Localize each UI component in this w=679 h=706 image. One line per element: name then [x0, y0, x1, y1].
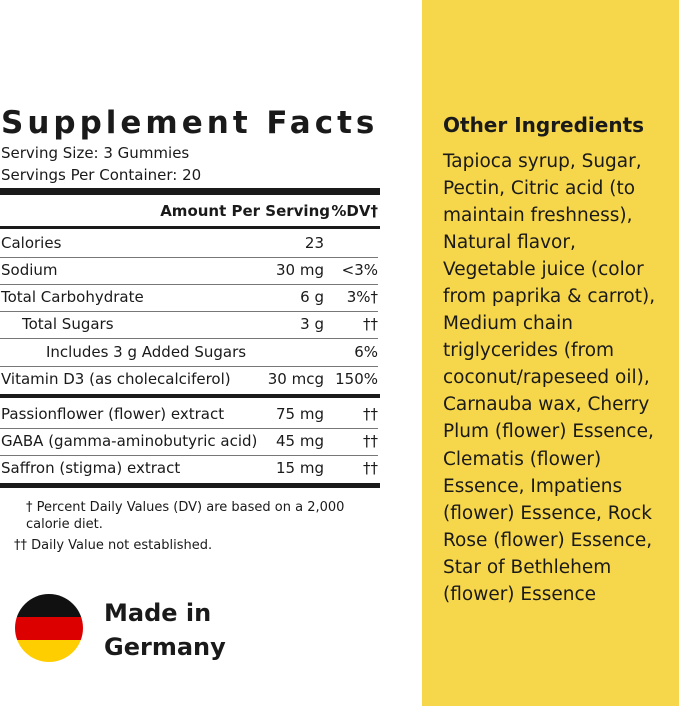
ingredients-title: Other Ingredients	[443, 113, 645, 137]
ingredient-line: Natural flavor,	[443, 232, 576, 254]
daily-value: 3%†	[346, 288, 378, 306]
ingredient-line: (flower) Essence	[443, 583, 597, 605]
fact-row: Sodium 30 mg <3%	[0, 257, 378, 285]
fact-row: Total Sugars 3 g ††	[0, 311, 378, 339]
ingredient-line: from paprika & carrot),	[443, 286, 656, 308]
ingredient-line: (flower) Essence, Rock	[443, 502, 653, 524]
german-flag	[15, 594, 83, 662]
amount: 45 mg	[276, 432, 324, 450]
nutrient-name: Vitamin D3 (as cholecalciferol)	[1, 370, 231, 388]
rule	[0, 226, 380, 229]
daily-value: 6%	[354, 343, 378, 361]
daily-value: ††	[363, 459, 378, 477]
fact-row: Calories 23	[0, 230, 378, 258]
made-in: Made in	[104, 599, 212, 627]
nutrient-name: GABA (gamma-aminobutyric acid)	[1, 432, 258, 450]
fact-row: Includes 3 g Added Sugars 6%	[0, 339, 378, 367]
header-dv: %DV†	[331, 202, 378, 220]
fact-row: Total Carbohydrate 6 g 3%†	[0, 284, 378, 312]
daily-value: ††	[363, 405, 378, 423]
daily-value: ††	[363, 432, 378, 450]
footnote: † Percent Daily Values (DV) are based on…	[26, 500, 345, 532]
nutrient-name: Total Sugars	[22, 315, 114, 333]
ingredients-panel	[422, 0, 679, 706]
nutrient-name: Saffron (stigma) extract	[1, 459, 181, 477]
rule	[0, 483, 380, 488]
ingredient-line: Tapioca syrup, Sugar,	[443, 151, 642, 172]
footnote: †† Daily Value not established.	[14, 538, 213, 553]
nutrient-name: Sodium	[1, 261, 58, 279]
serving-size: Serving Size: 3 Gummies	[1, 144, 190, 162]
amount: 75 mg	[276, 405, 324, 423]
fact-row: Vitamin D3 (as cholecalciferol) 30 mcg 150…	[0, 366, 378, 393]
amount: 30 mcg	[267, 370, 324, 388]
amount: 6 g	[300, 288, 324, 306]
ingredient-line: Carnauba wax, Cherry	[443, 394, 650, 416]
ingredient-line: Plum (flower) Essence,	[443, 421, 654, 443]
ingredient-line: Rose (flower) Essence,	[443, 529, 653, 551]
header-row: Amount Per Serving %DV†	[0, 198, 378, 225]
ingredient-line: Clematis (flower)	[443, 448, 602, 470]
fact-row: GABA (gamma-aminobutyric acid) 45 mg ††	[0, 428, 378, 456]
nutrient-name: Total Carbohydrate	[1, 288, 144, 306]
nutrient-name: Calories	[1, 234, 62, 252]
fact-row: Saffron (stigma) extract 15 mg ††	[0, 455, 378, 482]
daily-value: 150%	[335, 370, 378, 388]
rule	[0, 394, 380, 398]
amount: 15 mg	[276, 459, 324, 477]
ingredient-line: Star of Bethlehem	[443, 556, 612, 578]
country: Germany	[104, 633, 226, 661]
facts-title: Supplement Facts	[1, 105, 379, 141]
ingredient-line: maintain freshness),	[443, 205, 633, 227]
ingredients-list: Tapioca syrup, Sugar, Pectin, Citric acid…	[443, 148, 655, 608]
ingredient-line: Essence, Impatiens	[443, 475, 623, 497]
header-amount: Amount Per Serving	[160, 202, 330, 220]
amount: 23	[304, 234, 324, 252]
rule	[0, 188, 380, 195]
ingredient-line: Vegetable juice (color	[443, 259, 644, 281]
ingredient-line: coconut/rapeseed oil),	[443, 367, 650, 389]
ingredient-line: Medium chain	[443, 313, 573, 335]
daily-value: ††	[363, 315, 378, 333]
nutrient-name: Passionflower (flower) extract	[1, 405, 225, 423]
ingredient-line: Pectin, Citric acid (to	[443, 178, 636, 200]
nutrient-name: Includes 3 g Added Sugars	[46, 343, 247, 361]
daily-value: <3%	[341, 261, 378, 279]
amount: 3 g	[300, 315, 324, 333]
ingredient-line: triglycerides (from	[443, 340, 615, 362]
fact-row: Passionflower (flower) extract 75 mg ††	[0, 401, 378, 429]
amount: 30 mg	[276, 261, 324, 279]
servings-per-container: Servings Per Container: 20	[1, 166, 202, 184]
